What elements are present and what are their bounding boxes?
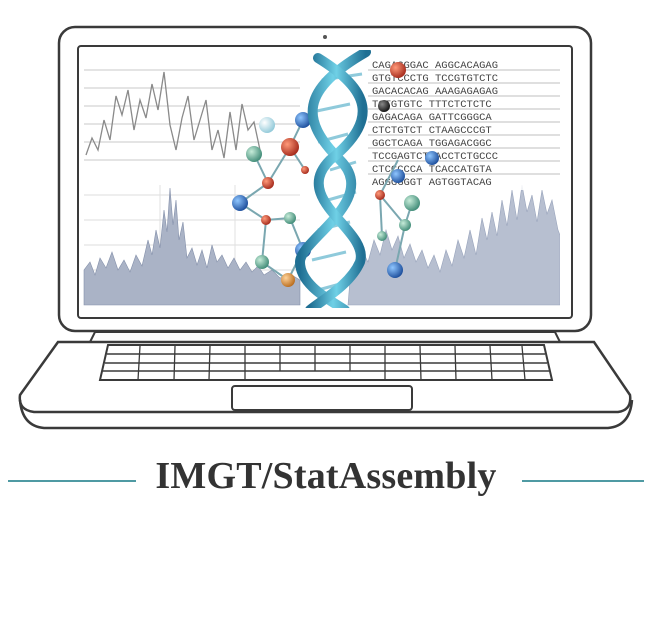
sequence-line: AGGGGGGT AGTGGTACAG — [372, 177, 492, 189]
keyboard — [98, 344, 554, 381]
sequence-line: GAGACAGA GATTCGGGCA — [372, 112, 492, 124]
molecule-graphic — [232, 62, 439, 287]
touchpad — [231, 385, 413, 411]
webcam-icon — [323, 35, 327, 39]
laptop-hinge — [88, 331, 562, 343]
dna-helix-graphic — [294, 50, 371, 308]
dna-sequence-text: CAGAGGGAC AGGCACAGAG GTGTCCCTG TCCGTGTCT… — [368, 58, 560, 190]
title-rule-right — [522, 480, 644, 482]
sequence-line: TGTGTGTC TTTCTCTCTC — [372, 99, 492, 111]
sequence-line: CTCTGTCT CTAAGCCCGT — [372, 125, 492, 137]
title-row: IMGT/StatAssembly — [0, 452, 652, 502]
page-title: IMGT/StatAssembly — [155, 455, 497, 497]
sequence-line: GTGTCCCTG TCCGTGTCTC — [372, 73, 498, 85]
laptop-illustration: CAGAGGGAC AGGCACAGAG GTGTCCCTG TCCGTGTCT… — [18, 25, 634, 430]
screen-content: CAGAGGGAC AGGCACAGAG GTGTCCCTG TCCGTGTCT… — [82, 50, 560, 308]
line-plot-graphic — [84, 69, 300, 161]
sequence-line: GACACACAG AAAGAGAGAG — [372, 86, 498, 98]
sequence-line: GGCTCAGA TGGAGACGGC — [372, 138, 492, 150]
title-rule-left — [8, 480, 136, 482]
